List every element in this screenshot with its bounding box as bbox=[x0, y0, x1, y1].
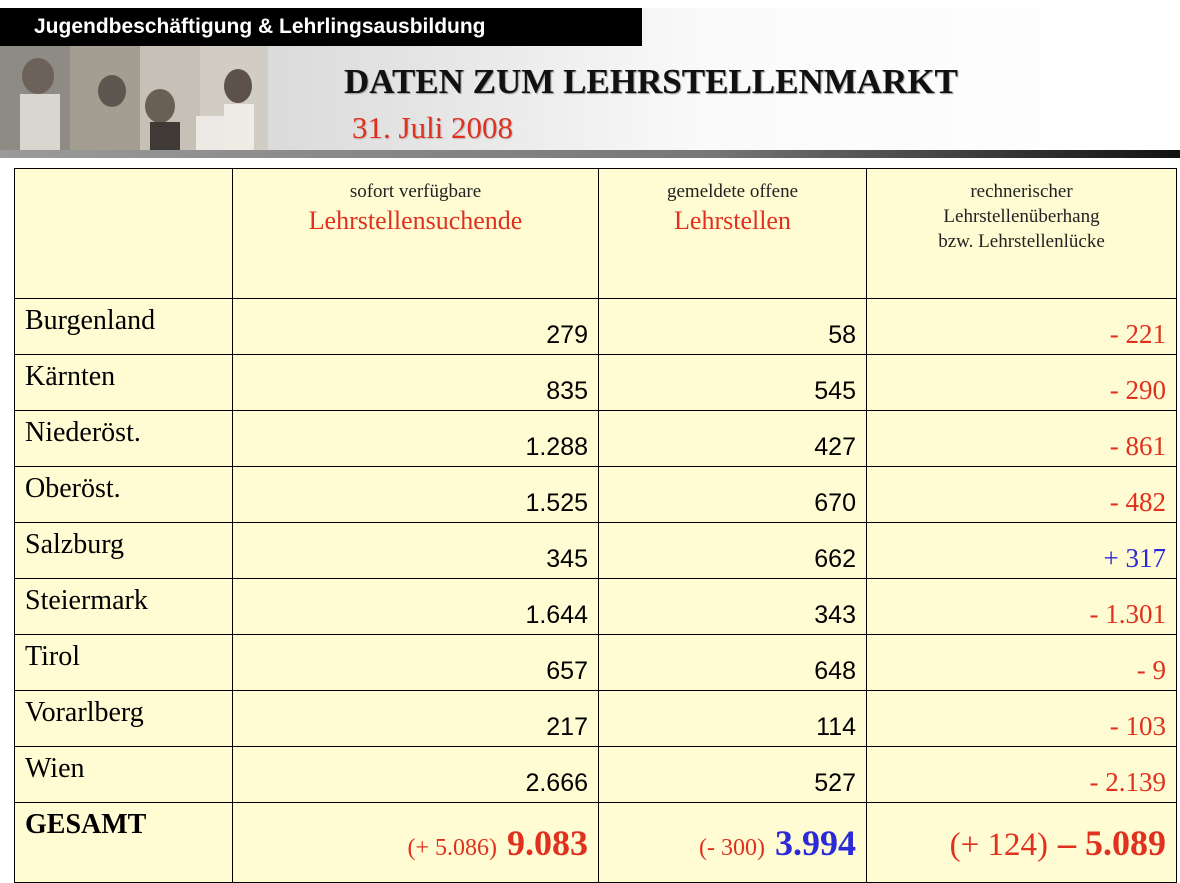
cell: 835 bbox=[232, 354, 599, 411]
cell: - 290 bbox=[866, 354, 1177, 411]
table-row: Vorarlberg 217 114- 103 bbox=[14, 690, 1177, 747]
cell: - 2.139 bbox=[866, 746, 1177, 803]
cell: 527 bbox=[598, 746, 867, 803]
table-row: Wien 2.666 527- 2.139 bbox=[14, 746, 1177, 803]
total-row: GESAMT (+ 5.086) 9.083 (- 300) 3.994 (+ 12… bbox=[14, 802, 1177, 883]
cell: - 861 bbox=[866, 410, 1177, 467]
cell: + 317 bbox=[866, 522, 1177, 579]
header-line: Lehrstellensuchende bbox=[308, 206, 523, 235]
table-row: Kärnten 835 545- 290 bbox=[14, 354, 1177, 411]
total-value: 9.083 bbox=[507, 822, 588, 863]
cell: - 482 bbox=[866, 466, 1177, 523]
total-change: (+ 5.086) bbox=[407, 834, 497, 861]
header-row: sofort verfügbare Lehrstellensuchende gem… bbox=[14, 168, 1177, 299]
cell: 1.288 bbox=[232, 410, 599, 467]
row-label: Steiermark bbox=[14, 578, 233, 635]
table-body: Burgenland 279 58- 221 Kärnten 835 545- 290 Ni… bbox=[14, 298, 1177, 803]
cell: 1.525 bbox=[232, 466, 599, 523]
row-label: Tirol bbox=[14, 634, 233, 691]
header-line: rechnerischer bbox=[970, 181, 1073, 202]
header-line: sofort verfügbare bbox=[349, 181, 482, 202]
total-value: 3.994 bbox=[775, 822, 856, 863]
cell: 545 bbox=[598, 354, 867, 411]
header-line: gemeldete offene bbox=[667, 181, 798, 202]
date: 31. Juli 2008 bbox=[352, 110, 514, 145]
cell: - 103 bbox=[866, 690, 1177, 747]
cell: 662 bbox=[598, 522, 867, 579]
total-cell: (- 300) 3.994 bbox=[598, 802, 867, 883]
column-header: gemeldete offene Lehrstellen bbox=[598, 168, 867, 299]
photo-collage bbox=[0, 46, 268, 150]
total-cell: (+ 5.086) 9.083 bbox=[232, 802, 599, 883]
table-row: Tirol 657 648- 9 bbox=[14, 634, 1177, 691]
cell: - 9 bbox=[866, 634, 1177, 691]
cell: - 1.301 bbox=[866, 578, 1177, 635]
row-label: Burgenland bbox=[14, 298, 233, 355]
cell: 1.644 bbox=[232, 578, 599, 635]
total-cell: (+ 124) – 5.089 bbox=[866, 802, 1177, 883]
cell: 670 bbox=[598, 466, 867, 523]
column-header: sofort verfügbare Lehrstellensuchende bbox=[232, 168, 599, 299]
corner-cell bbox=[14, 168, 233, 299]
cell: 648 bbox=[598, 634, 867, 691]
cell: 2.666 bbox=[232, 746, 599, 803]
row-label: Salzburg bbox=[14, 522, 233, 579]
table-row: Oberöst. 1.525 670- 482 bbox=[14, 466, 1177, 523]
row-label: Oberöst. bbox=[14, 466, 233, 523]
cell: 114 bbox=[598, 690, 867, 747]
total-change: (+ 124) bbox=[949, 826, 1048, 863]
table-row: Burgenland 279 58- 221 bbox=[14, 298, 1177, 355]
cell: 343 bbox=[598, 578, 867, 635]
section-label: Jugendbeschäftigung & Lehrlingsausbildun… bbox=[0, 8, 642, 46]
table-row: Salzburg 345 662 + 317 bbox=[14, 522, 1177, 579]
cell: 345 bbox=[232, 522, 599, 579]
total-value: – 5.089 bbox=[1058, 822, 1166, 863]
header-line: bzw. Lehrstellenlücke bbox=[938, 231, 1105, 252]
table-row: Steiermark 1.644 343- 1.301 bbox=[14, 578, 1177, 635]
table-row: Niederöst. 1.288 427- 861 bbox=[14, 410, 1177, 467]
header-rule bbox=[0, 150, 1180, 158]
cell: 279 bbox=[232, 298, 599, 355]
cell: 217 bbox=[232, 690, 599, 747]
data-table: sofort verfügbare Lehrstellensuchende gem… bbox=[14, 168, 1177, 883]
total-change: (- 300) bbox=[699, 834, 765, 861]
title: DATEN ZUM LEHRSTELLENMARKT bbox=[344, 62, 958, 101]
cell: 427 bbox=[598, 410, 867, 467]
row-label: Niederöst. bbox=[14, 410, 233, 467]
cell: 58 bbox=[598, 298, 867, 355]
row-label: Vorarlberg bbox=[14, 690, 233, 747]
header-line: Lehrstellenüberhang bbox=[943, 206, 1100, 227]
row-label: Wien bbox=[14, 746, 233, 803]
cell: - 221 bbox=[866, 298, 1177, 355]
row-label: Kärnten bbox=[14, 354, 233, 411]
cell: 657 bbox=[232, 634, 599, 691]
column-header: rechnerischer Lehrstellenüberhang bzw. Leh… bbox=[866, 168, 1177, 299]
row-label: GESAMT bbox=[14, 802, 233, 883]
header-line: Lehrstellen bbox=[674, 206, 791, 235]
